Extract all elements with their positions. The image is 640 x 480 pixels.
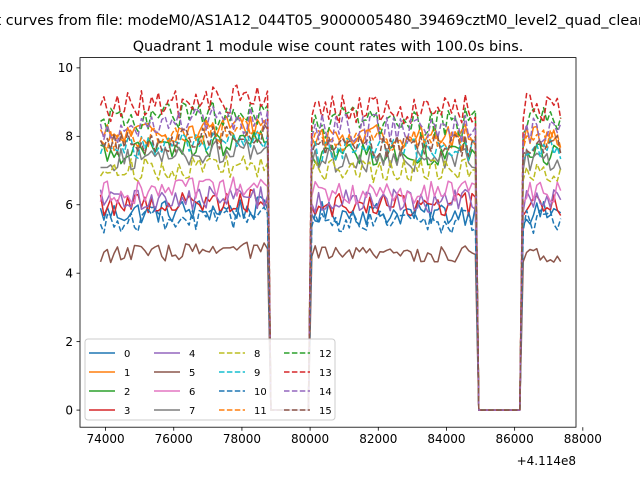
- legend-label-10: 10: [254, 387, 267, 398]
- axes: [79, 57, 577, 428]
- legend-label-5: 5: [189, 368, 195, 379]
- legend-frame: [84, 338, 336, 421]
- legend-label-13: 13: [319, 368, 332, 379]
- series-line-13: [99, 84, 562, 411]
- x-tick-label: 76000: [155, 432, 193, 446]
- x-tick-label: 74000: [86, 432, 124, 446]
- axes-frame: [79, 57, 577, 428]
- y-tick-label: 8: [65, 130, 73, 144]
- legend-label-9: 9: [254, 368, 260, 379]
- y-tick-label: 6: [65, 198, 73, 212]
- x-tick-label: 86000: [496, 432, 534, 446]
- legend-label-8: 8: [254, 349, 260, 360]
- figure-suptitle: Light curves from file: modeM0/AS1A12_04…: [0, 13, 640, 29]
- legend-label-12: 12: [319, 349, 332, 360]
- plot-area: [99, 84, 562, 411]
- y-axis-ticks: 0 2 4 6 8 10: [58, 61, 80, 417]
- y-tick-label: 10: [58, 61, 73, 75]
- x-tick-label: 84000: [427, 432, 465, 446]
- legend-label-2: 2: [124, 387, 130, 398]
- legend-label-3: 3: [124, 406, 130, 417]
- legend-label-15: 15: [319, 406, 332, 417]
- x-tick-label: 82000: [359, 432, 397, 446]
- x-tick-label: 88000: [564, 432, 602, 446]
- legend-label-4: 4: [189, 349, 195, 360]
- legend-label-1: 1: [124, 368, 130, 379]
- legend-label-0: 0: [124, 349, 130, 360]
- chart-title: Quadrant 1 module wise count rates with …: [133, 39, 524, 55]
- legend-label-7: 7: [189, 406, 195, 417]
- x-tick-label: 78000: [223, 432, 261, 446]
- y-tick-label: 2: [65, 335, 73, 349]
- legend-label-14: 14: [319, 387, 332, 398]
- legend-label-6: 6: [189, 387, 195, 398]
- x-axis-ticks: 74000 76000 78000 80000 82000 84000 86000 88000: [86, 427, 602, 446]
- legend-label-11: 11: [254, 406, 267, 417]
- x-axis-offset-label: +4.114e8: [517, 454, 576, 468]
- y-tick-label: 4: [65, 267, 73, 281]
- series-line-15: [99, 123, 562, 411]
- x-tick-label: 80000: [291, 432, 329, 446]
- y-tick-label: 0: [65, 403, 73, 417]
